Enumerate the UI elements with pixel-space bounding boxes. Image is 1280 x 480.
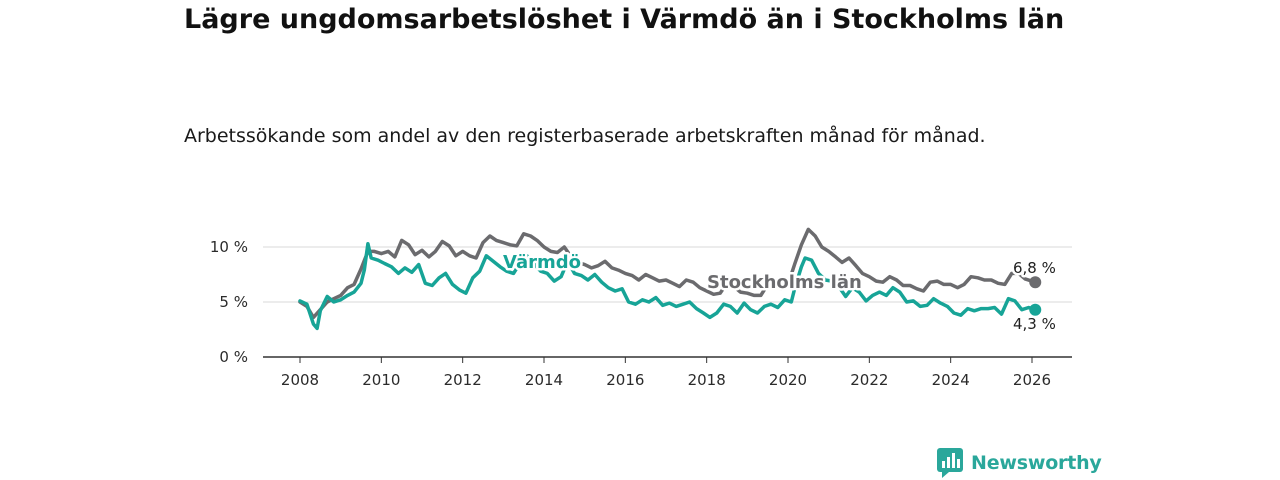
series-line-v-rmd- bbox=[298, 241, 1038, 331]
chart-title: Lägre ungdomsarbetslöshet i Värmdö än i … bbox=[184, 4, 1065, 35]
x-tick-label: 2018 bbox=[688, 371, 726, 389]
newsworthy-logo-icon bbox=[937, 448, 963, 478]
y-tick-label: 0 % bbox=[219, 348, 248, 366]
series-label-varmdo: Värmdö bbox=[503, 252, 581, 273]
series-group bbox=[298, 227, 1038, 331]
x-tick-label: 2014 bbox=[525, 371, 563, 389]
x-tick-label: 2026 bbox=[1013, 371, 1051, 389]
end-value-stockholms-lan: 6,8 % bbox=[1013, 259, 1056, 277]
series-label-stockholms-lan: Stockholms län bbox=[707, 272, 862, 293]
series-labels: Värmdö Stockholms län 6,8 % 4,3 % bbox=[501, 250, 1059, 336]
x-tick-label: 2022 bbox=[850, 371, 888, 389]
x-tick-label: 2024 bbox=[932, 371, 970, 389]
y-axis: 0 % 5 % 10 % bbox=[210, 238, 248, 366]
x-tick-label: 2010 bbox=[362, 371, 400, 389]
series-line-stockholms-l-n bbox=[298, 227, 1038, 320]
x-tick-label: 2020 bbox=[769, 371, 807, 389]
x-tick-label: 2016 bbox=[606, 371, 644, 389]
x-tick-label: 2012 bbox=[444, 371, 482, 389]
x-tick-label: 2008 bbox=[281, 371, 319, 389]
y-tick-label: 5 % bbox=[219, 293, 248, 311]
gridlines bbox=[263, 246, 1072, 303]
chart-subtitle: Arbetssökande som andel av den registerb… bbox=[184, 125, 986, 147]
brand-logo[interactable]: Newsworthy bbox=[937, 448, 1102, 478]
brand-name: Newsworthy bbox=[971, 452, 1102, 474]
end-marker-varmdo bbox=[1029, 303, 1042, 316]
end-marker-stockholms-lan bbox=[1029, 276, 1042, 289]
y-tick-label: 10 % bbox=[210, 238, 248, 256]
x-axis: 2008 2010 2012 2014 2016 2018 2020 2022 2024 2026 bbox=[263, 356, 1072, 389]
end-value-varmdo: 4,3 % bbox=[1013, 315, 1056, 333]
